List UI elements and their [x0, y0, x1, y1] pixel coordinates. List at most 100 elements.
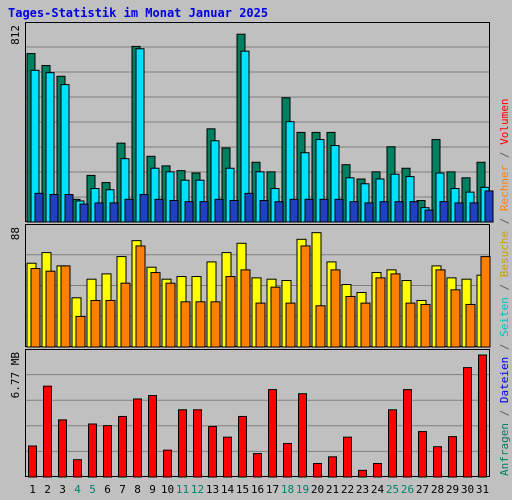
bar-rechner-day-30 [465, 303, 476, 348]
bar-seiten-day-5 [94, 202, 104, 223]
bar-rechner-day-24 [375, 277, 386, 348]
bar-seiten-day-7 [124, 198, 134, 223]
bar-rechner-day-10 [165, 282, 176, 348]
bar-rechner-day-19 [300, 245, 311, 348]
x-tick-label-day-23: 23 [356, 483, 369, 496]
bar-seiten-day-21 [334, 198, 344, 223]
legend-label-seiten: Seiten [498, 291, 511, 337]
bar-volumen-day-20 [313, 462, 322, 478]
bar-volumen-day-19 [298, 393, 307, 478]
legend-label-volumen: Volumen [498, 98, 511, 144]
plot-area [25, 22, 490, 477]
legend-label-anfragen: Anfragen [498, 416, 511, 476]
bar-volumen-day-11 [178, 409, 187, 478]
bar-volumen-day-13 [208, 426, 217, 478]
legend-label-separator: / [498, 403, 511, 416]
bar-seiten-day-27 [424, 209, 434, 223]
bar-seiten-day-19 [304, 198, 314, 223]
x-tick-label-day-6: 6 [104, 483, 111, 496]
bar-volumen-day-18 [283, 442, 292, 478]
x-tick-label-day-13: 13 [206, 483, 219, 496]
x-tick-label-day-15: 15 [236, 483, 249, 496]
legend-label-besuche: Besuche [498, 224, 511, 277]
bar-rechner-day-7 [120, 282, 131, 348]
bar-rechner-day-22 [345, 295, 356, 348]
bar-volumen-day-28 [433, 446, 442, 478]
bar-volumen-day-26 [403, 389, 412, 478]
x-tick-label-day-29: 29 [446, 483, 459, 496]
bar-seiten-day-29 [454, 202, 464, 223]
bar-volumen-day-23 [358, 469, 367, 478]
x-tick-label-day-1: 1 [29, 483, 36, 496]
legend-vertical: Anfragen / Dateien / Seiten / Besuche / … [498, 98, 511, 476]
bar-rechner-day-25 [390, 273, 401, 348]
bar-seiten-day-22 [349, 201, 359, 223]
legend-label-separator: / [498, 145, 511, 158]
bar-seiten-day-10 [169, 199, 179, 223]
legend-label-separator: / [498, 211, 511, 224]
bar-rechner-day-8 [135, 245, 146, 348]
bar-volumen-day-8 [133, 398, 142, 478]
bar-seiten-day-15 [244, 192, 254, 223]
bar-volumen-day-14 [223, 436, 232, 478]
legend-label-rechner: Rechner [498, 158, 511, 211]
bar-volumen-day-31 [478, 354, 487, 478]
x-tick-label-day-30: 30 [461, 483, 474, 496]
bar-seiten-day-17 [274, 201, 284, 223]
x-axis-labels: 1 2 3 4 5 6 7 8 9 10 11 12 13 14 15 16 17 18 19 20 21 22 23 24 2… [29, 483, 489, 496]
x-tick-label-day-2: 2 [44, 483, 51, 496]
x-tick-label-day-14: 14 [221, 483, 235, 496]
x-tick-label-day-4: 4 [74, 483, 81, 496]
x-tick-label-day-11: 11 [176, 483, 189, 496]
ymax-label: 812 [9, 25, 22, 45]
bar-rechner-day-20 [315, 305, 326, 348]
bar-seiten-day-24 [379, 201, 389, 223]
bar-seiten-day-28 [439, 201, 449, 223]
bar-volumen-day-3 [58, 419, 67, 478]
bar-rechner-day-21 [330, 269, 341, 348]
legend-label-separator: / [498, 337, 511, 350]
x-tick-label-day-9: 9 [149, 483, 156, 496]
bar-volumen-day-22 [343, 436, 352, 478]
bar-volumen-day-17 [268, 389, 277, 478]
x-tick-label-day-21: 21 [326, 483, 339, 496]
bar-volumen-day-2 [43, 385, 52, 478]
x-tick-label-day-19: 19 [296, 483, 309, 496]
bar-rechner-day-29 [450, 289, 461, 348]
x-tick-label-day-3: 3 [59, 483, 66, 496]
bar-rechner-day-11 [180, 301, 191, 348]
x-tick-label-day-26: 26 [401, 483, 414, 496]
bar-rechner-day-2 [45, 270, 56, 348]
bar-volumen-day-16 [253, 453, 262, 478]
x-tick-label-day-24: 24 [371, 483, 385, 496]
x-tick-label-day-10: 10 [161, 483, 174, 496]
bar-seiten-day-8 [139, 194, 149, 223]
bar-volumen-day-10 [163, 449, 172, 478]
chart-title: Tages-Statistik im Monat Januar 2025 [8, 6, 269, 20]
x-tick-label-day-31: 31 [476, 483, 489, 496]
bar-rechner-day-28 [435, 269, 446, 348]
bar-volumen-day-1 [28, 445, 37, 478]
bar-seiten-day-12 [199, 201, 209, 223]
x-tick-label-day-27: 27 [416, 483, 429, 496]
bar-seiten-day-26 [409, 201, 419, 223]
x-tick-label-day-20: 20 [311, 483, 324, 496]
bar-rechner-day-16 [255, 302, 266, 348]
panel-requests: 812 [9, 22, 494, 223]
bar-seiten-day-14 [229, 199, 239, 223]
x-tick-label-day-12: 12 [191, 483, 204, 496]
x-tick-label-day-7: 7 [119, 483, 126, 496]
x-tick-label-day-16: 16 [251, 483, 264, 496]
bar-rechner-day-13 [210, 301, 221, 348]
bar-volumen-day-21 [328, 456, 337, 478]
bar-seiten-day-3 [64, 194, 74, 223]
bar-rechner-day-31 [480, 256, 491, 348]
bar-rechner-day-23 [360, 302, 371, 348]
bar-volumen-day-25 [388, 409, 397, 478]
x-tick-label-day-28: 28 [431, 483, 444, 496]
bar-seiten-day-11 [184, 201, 194, 223]
bar-seiten-day-20 [319, 198, 329, 223]
bar-rechner-day-4 [75, 315, 86, 348]
x-tick-label-day-18: 18 [281, 483, 294, 496]
bar-volumen-day-7 [118, 415, 127, 478]
